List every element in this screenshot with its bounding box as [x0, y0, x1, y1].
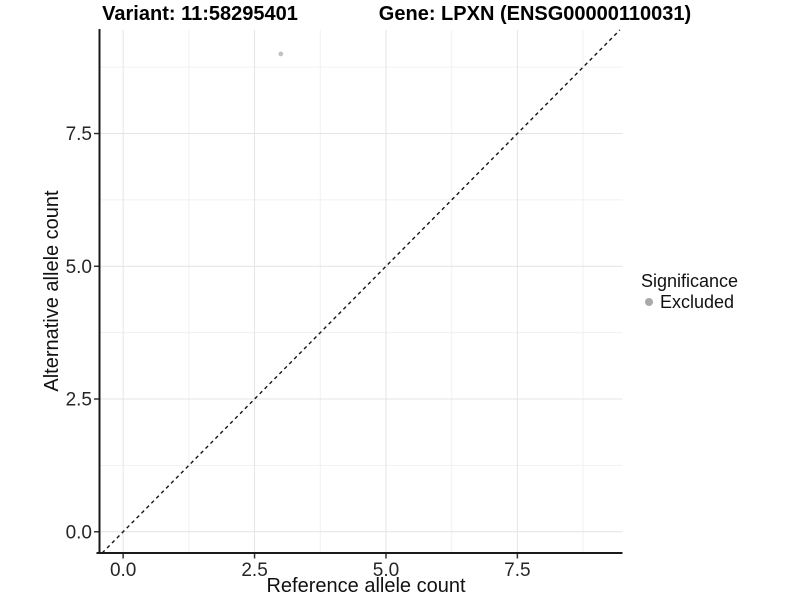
y-tick-label: 0.0 [66, 522, 92, 543]
gene-title: Gene: LPXN (ENSG00000110031) [378, 3, 692, 25]
legend-entry-label: Excluded [660, 292, 735, 312]
data-point [278, 51, 284, 57]
x-tick-label: 5.0 [373, 560, 399, 581]
y-axis-title: Alternative allele count [41, 190, 63, 392]
x-tick-label: 7.5 [504, 560, 530, 581]
y-tick-label: 5.0 [66, 257, 92, 278]
legend-key-dot-icon [645, 298, 653, 306]
x-axis-title: Reference allele count [266, 575, 466, 597]
y-tick-label: 7.5 [66, 124, 92, 145]
legend: Significance Excluded [641, 271, 738, 312]
legend-entries: Excluded [641, 292, 738, 312]
legend-entry: Excluded [645, 292, 738, 312]
y-tick-label: 2.5 [66, 390, 92, 411]
variant-title: Variant: 11:58295401 [102, 3, 298, 25]
x-tick-label: 2.5 [241, 560, 267, 581]
legend-title: Significance [641, 271, 739, 291]
identity-dashed-line [101, 29, 621, 554]
x-tick-label: 0.0 [110, 560, 136, 581]
